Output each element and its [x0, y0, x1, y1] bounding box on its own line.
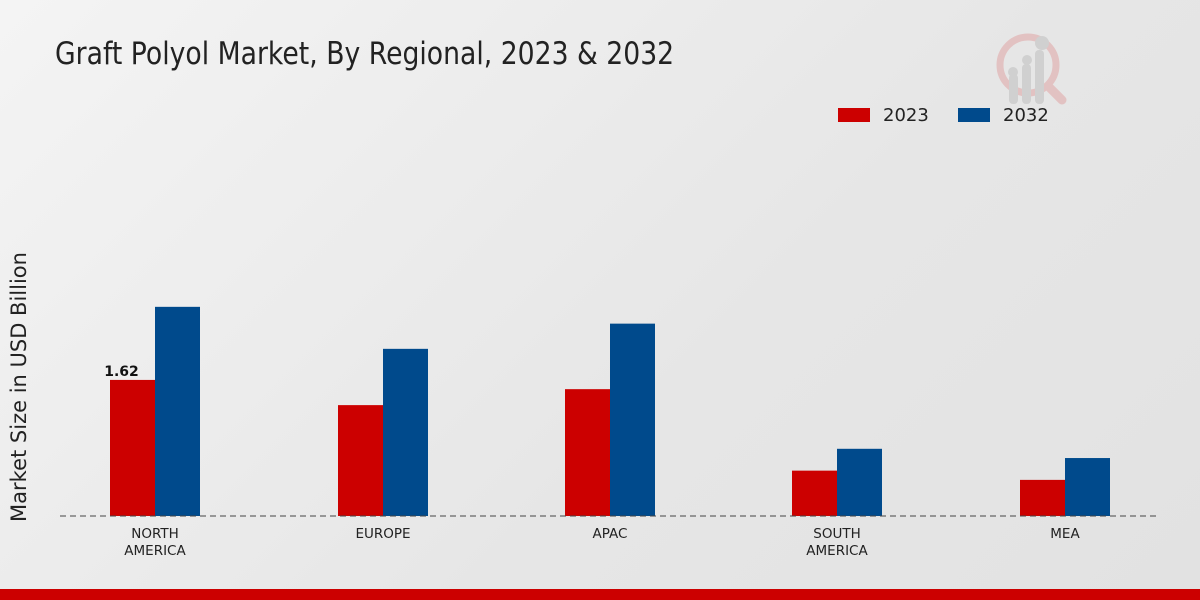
legend-label-2023: 2023: [883, 105, 929, 126]
bar-2032-1: [383, 348, 428, 516]
x-tick-label: APAC: [593, 526, 628, 542]
bar-2023-1: [338, 405, 383, 516]
legend-swatch-2023: [838, 108, 870, 122]
bar-2023-2: [565, 389, 610, 516]
bar-2032-4: [1065, 458, 1110, 516]
y-axis-label: Market Size in USD Billion: [7, 252, 31, 522]
legend: 2023 2032: [838, 105, 1049, 126]
bar-2032-2: [610, 323, 655, 516]
legend-swatch-2032: [958, 108, 990, 122]
data-label: 1.62: [104, 364, 139, 380]
x-tick-label: NORTH AMERICA: [124, 526, 186, 559]
bar-2023-3: [792, 470, 837, 516]
chart-title: Graft Polyol Market, By Regional, 2023 &…: [55, 36, 675, 72]
x-tick-label: SOUTH AMERICA: [806, 526, 868, 559]
footer-accent-bar: [0, 589, 1200, 600]
bar-2023-0: [110, 379, 155, 516]
x-tick-label: MEA: [1050, 526, 1080, 542]
legend-label-2032: 2032: [1003, 105, 1049, 126]
watermark-logo-icon: [996, 33, 1067, 105]
bar-2032-3: [837, 448, 882, 516]
x-tick-label: EUROPE: [355, 526, 410, 542]
bar-2032-0: [155, 306, 200, 516]
bar-2023-4: [1020, 479, 1065, 516]
